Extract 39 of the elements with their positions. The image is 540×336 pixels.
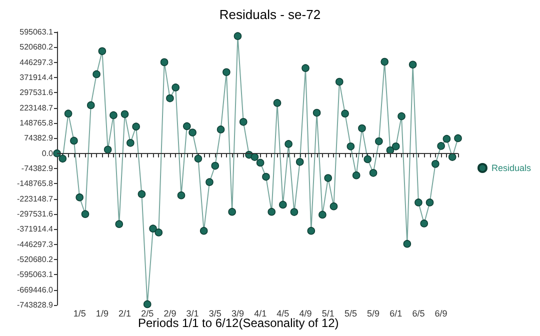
y-tick-label: -743828.9 [16, 300, 54, 310]
x-tick-label: 5/5 [344, 308, 357, 318]
y-tick-label: -297531.6 [16, 210, 54, 218]
y-tick-label: -520680.2 [16, 255, 54, 264]
x-tick-label: 1/5 [73, 308, 86, 318]
y-tick-label: 148765.8 [20, 118, 54, 128]
x-tick-label: 5/1 [322, 308, 334, 318]
y-tick-label: -446297.3 [16, 240, 54, 249]
x-tick-label: 2/5 [141, 308, 154, 318]
y-tick-label: -223148.7 [16, 194, 54, 204]
chart-title: Residuals - se-72 [219, 7, 321, 22]
x-tick-label: 4/1 [254, 308, 267, 318]
x-tick-label: 5/9 [367, 308, 380, 318]
x-tick-label: 6/9 [434, 308, 448, 318]
x-tick-label: 3/9 [231, 308, 244, 318]
y-tick-label: 595063.1 [20, 28, 54, 36]
y-tick-label: -371914.4 [16, 224, 54, 234]
y-tick-label: 0.0 [42, 148, 54, 158]
x-tick-label: 4/5 [276, 308, 290, 318]
y-tick-label: -148765.8 [16, 179, 54, 188]
y-tick-label: 446297.3 [20, 58, 54, 67]
x-axis-title: Periods 1/1 to 6/12(Seasonality of 12) [138, 316, 339, 330]
y-tick-label: -669446.0 [16, 285, 54, 294]
legend-label: Residuals [491, 163, 532, 173]
x-tick-label: 3/1 [186, 308, 199, 318]
x-tick-label: 6/5 [412, 308, 425, 318]
x-tick-label: 6/1 [390, 308, 402, 318]
y-tick-label: -595063.1 [16, 270, 54, 280]
y-tick-label: 297531.6 [20, 88, 54, 98]
x-tick-label: 4/9 [299, 308, 312, 318]
x-tick-label: 1/9 [96, 308, 108, 318]
x-tick-label: 2/1 [118, 308, 132, 318]
x-tick-label: 2/9 [164, 308, 176, 318]
y-tick-label: -74382.9 [21, 164, 54, 173]
y-tick-label: 74382.9 [24, 134, 54, 143]
y-tick-label: 371914.4 [20, 73, 54, 82]
y-tick-label: 520680.2 [20, 42, 54, 52]
x-tick-label: 3/5 [208, 308, 222, 318]
y-tick-label: 223148.7 [20, 103, 54, 112]
